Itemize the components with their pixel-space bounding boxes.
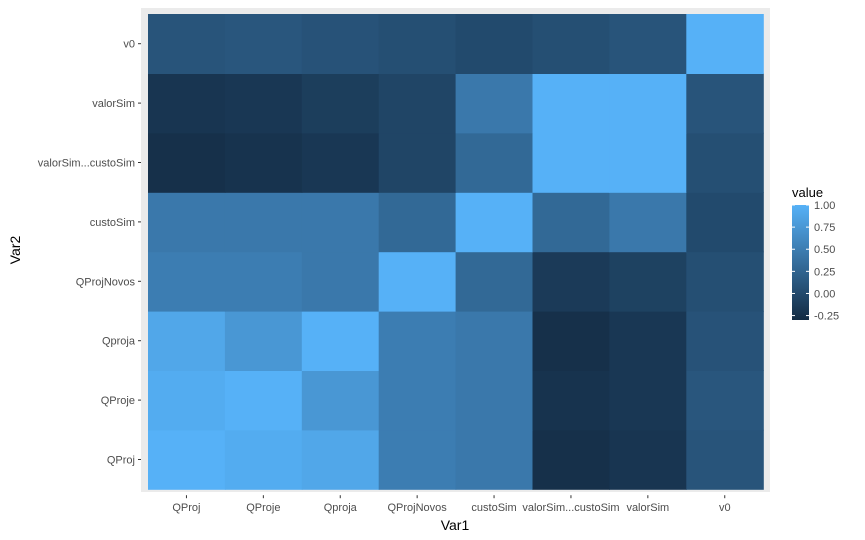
x-tick-label: Qproja: [324, 502, 358, 514]
y-tick-label: valorSim: [92, 98, 135, 110]
heatmap-cell: [532, 251, 610, 312]
heatmap-cell: [224, 73, 303, 134]
heatmap-cell: [455, 370, 534, 431]
x-tick-label: valorSim: [626, 502, 669, 514]
heatmap-cell: [609, 429, 687, 490]
heatmap-cell: [148, 429, 226, 490]
heatmap-cell: [609, 73, 687, 134]
heatmap-cell: [455, 251, 534, 312]
legend-tick-label: 1.00: [814, 200, 835, 212]
heatmap-cell: [148, 132, 226, 193]
heatmap-cell: [455, 192, 534, 253]
legend-title: value: [792, 185, 823, 200]
heatmap-cell: [224, 132, 303, 193]
y-tick-label: Qproja: [102, 336, 136, 348]
heatmap-cell: [378, 370, 457, 431]
heatmap-cell: [378, 429, 457, 490]
heatmap-cell: [609, 14, 687, 74]
x-tick-label: valorSim...custoSim: [522, 502, 619, 514]
y-axis-ticks: QProj QProje Qproja QProjNovos custoSim valor…: [38, 39, 141, 467]
heatmap-cell: [301, 73, 380, 134]
y-tick-label: v0: [123, 39, 135, 51]
heatmap-cell: [301, 429, 380, 490]
heatmap-cell: [148, 370, 226, 431]
heatmap-cell: [455, 429, 534, 490]
heatmap-cell: [148, 311, 226, 371]
x-tick-label: QProj: [172, 502, 200, 514]
heatmap-cell: [224, 370, 303, 431]
heatmap-cell: [686, 429, 764, 490]
heatmap-cell: [148, 251, 226, 312]
y-tick-label: custoSim: [90, 217, 135, 229]
heatmap-cell: [455, 311, 534, 371]
y-tick-label: QProj: [107, 455, 135, 467]
y-tick-label: valorSim...custoSim: [38, 158, 135, 170]
y-tick-label: QProje: [101, 395, 135, 407]
heatmap-cells: [148, 14, 764, 490]
heatmap-cell: [224, 251, 303, 312]
legend-tick-label: 0.00: [814, 288, 835, 300]
heatmap-cell: [378, 73, 457, 134]
legend-tick-label: 0.50: [814, 244, 835, 256]
x-axis-ticks: QProj QProje Qproja QProjNovos custoSim valor…: [172, 495, 731, 514]
heatmap-cell: [224, 311, 303, 371]
x-axis-title: Var1: [441, 517, 470, 533]
heatmap-cell: [532, 192, 610, 253]
heatmap-cell: [455, 14, 534, 74]
heatmap-cell: [686, 370, 764, 431]
heatmap-cell: [609, 370, 687, 431]
heatmap-cell: [455, 132, 534, 193]
heatmap-cell: [532, 429, 610, 490]
heatmap-cell: [532, 311, 610, 371]
y-axis-title: Var2: [7, 236, 23, 265]
legend-tick-label: -0.25: [814, 311, 839, 323]
legend-tick-label: 0.25: [814, 266, 835, 278]
legend-colorbar: [792, 205, 809, 320]
heatmap-cell: [686, 132, 764, 193]
heatmap-cell: [609, 311, 687, 371]
heatmap-cell: [301, 370, 380, 431]
x-tick-label: QProje: [246, 502, 280, 514]
heatmap-cell: [609, 251, 687, 312]
y-tick-label: QProjNovos: [76, 276, 136, 288]
heatmap-cell: [532, 14, 610, 74]
heatmap-cell: [148, 73, 226, 134]
heatmap-cell: [686, 73, 764, 134]
x-tick-label: v0: [719, 502, 731, 514]
heatmap-cell: [148, 192, 226, 253]
heatmap-cell: [224, 192, 303, 253]
heatmap-cell: [532, 73, 610, 134]
heatmap-cell: [378, 311, 457, 371]
color-legend: value 1.00 0.75 0.50 0.25 0.00 -0.25: [792, 185, 839, 323]
heatmap-cell: [224, 14, 303, 74]
heatmap-cell: [455, 73, 534, 134]
legend-tick-label: 0.75: [814, 222, 835, 234]
legend-ticks: 1.00 0.75 0.50 0.25 0.00 -0.25: [792, 200, 839, 323]
heatmap-cell: [378, 192, 457, 253]
x-tick-label: custoSim: [471, 502, 516, 514]
heatmap-cell: [609, 192, 687, 253]
x-tick-label: QProjNovos: [388, 502, 448, 514]
heatmap-cell: [532, 132, 610, 193]
heatmap-cell: [301, 311, 380, 371]
heatmap-cell: [686, 251, 764, 312]
heatmap-cell: [532, 370, 610, 431]
heatmap-cell: [148, 14, 226, 74]
heatmap-cell: [378, 132, 457, 193]
heatmap-cell: [686, 14, 764, 74]
heatmap-cell: [224, 429, 303, 490]
heatmap-cell: [378, 14, 457, 74]
heatmap-cell: [686, 311, 764, 371]
heatmap-cell: [686, 192, 764, 253]
heatmap-cell: [609, 132, 687, 193]
heatmap-cell: [301, 251, 380, 312]
heatmap-cell: [301, 14, 380, 74]
heatmap-cell: [378, 251, 457, 312]
heatmap-cell: [301, 192, 380, 253]
heatmap-cell: [301, 132, 380, 193]
